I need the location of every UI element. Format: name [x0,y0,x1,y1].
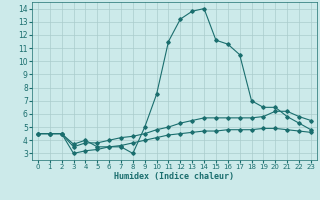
X-axis label: Humidex (Indice chaleur): Humidex (Indice chaleur) [115,172,234,181]
